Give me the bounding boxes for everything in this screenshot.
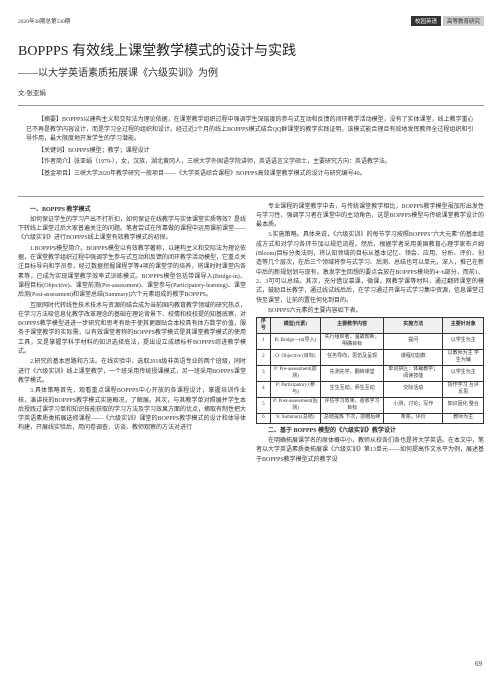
- table-cell: 总结提炼 下次，前瞻后续: [321, 414, 384, 424]
- table-cell: 单词拼区：体裁教学；阅读技能: [384, 366, 443, 382]
- table-cell: 以教师为主 学生为辅: [443, 350, 484, 366]
- article-subtitle: ——以大学英语素质拓展课《六级实训》为例: [18, 64, 484, 79]
- table-cell: 任务导向，思仿及呈现: [321, 350, 384, 366]
- left-p1: 如何保证学生的学习产出不打折扣，如何保证在线教学与实体课堂实质等效？是线下转线上…: [18, 216, 246, 244]
- right-p2: 3.实施策略。具体来说，《六级实训》的每节学习按照BOPPPS"六大元素"的基本…: [256, 231, 484, 305]
- table-row: 1B: Bridge—in(导入)先行组织者，温故知新，明确目标提问以学生为主: [257, 334, 484, 350]
- badge-journal: 校园英语: [411, 16, 441, 26]
- table-header: 序号: [257, 318, 271, 334]
- columns: 一、BOPPPS 教学模式 如何保证学生的学习产出不打折扣，如何保证在线教学与实…: [18, 203, 484, 466]
- table-row: 6S: Summary(总结)总结提炼 下次，前瞻后续条陈，评价教师为主: [257, 414, 484, 424]
- right-p3: BOPPPS六元素的主要内容如下表。: [256, 307, 484, 316]
- left-p2: 1.BOPPPS模型简介。BOPPPS模型以有效教学著称，以建构主义和交际法为理…: [18, 245, 246, 301]
- author-line: 文/张亚娟: [18, 87, 484, 97]
- left-column: 一、BOPPPS 教学模式 如何保证学生的学习产出不打折扣，如何保证在线教学与实…: [18, 203, 246, 466]
- table-cell: 2: [257, 350, 271, 366]
- left-p5: 3.具体策略首先，观看重点课程BOPPPS中心开放的各课程设计，掌握培训作业核，…: [18, 387, 246, 433]
- table-row: 2O: Objective (目标)任务导向，思仿及呈现课程切割数以教师为主 学…: [257, 350, 484, 366]
- table-cell: 协作学习 互评反思: [443, 382, 484, 398]
- table-header: 实施方法: [384, 318, 443, 334]
- divider-bottom: [18, 196, 484, 197]
- right-p1: 专业课程的课堂教学中去，与传统课堂教学相比，BOPPPS教学模型虽加形出发性与学…: [256, 203, 484, 231]
- table-row: 4P: Participatory (参与)生生互动，师生互动交际活动协作学习 …: [257, 382, 484, 398]
- table-cell: 先行组织者，温故知新，明确目标: [321, 334, 384, 350]
- table-header: 主要针对象: [443, 318, 484, 334]
- table-cell: 6: [257, 414, 271, 424]
- table-cell: 4: [257, 382, 271, 398]
- table-cell: B: Bridge—in(导入): [270, 334, 320, 350]
- table-cell: P: Pre-assessment(前测): [270, 366, 320, 382]
- table-cell: P: Post-assessment(后测): [270, 398, 320, 414]
- header-bar: 2020年38期总第530期 校园英语 高等教育研究: [18, 16, 484, 26]
- table-cell: 以学生为主: [443, 366, 484, 382]
- table-header: 主要教学内容: [321, 318, 384, 334]
- table-row: 3P: Pre-assessment(前测)先测先学，翻转课堂单词拼区：体裁教学…: [257, 366, 484, 382]
- page-number: 69: [475, 660, 482, 668]
- table-cell: P: Participatory (参与): [270, 382, 320, 398]
- section-1-head: 一、BOPPPS 教学模式: [18, 206, 246, 215]
- badges: 校园英语 高等教育研究: [411, 16, 484, 26]
- article-title: BOPPPS 有效线上课堂教学模式的设计与实践: [18, 40, 484, 60]
- table-cell: 条陈，评价: [384, 414, 443, 424]
- divider-top: [18, 105, 484, 106]
- author-name: 张亚娟: [26, 90, 46, 97]
- table-cell: O: Objective (目标): [270, 350, 320, 366]
- table-row: 5P: Post-assessment(后测)评估学习效果，验收学习目标小测；讨…: [257, 398, 484, 414]
- keywords: 【关键词】BOPPPS模型；教学；课程设计: [26, 147, 476, 157]
- right-p4: 在明确拓展课学名的原体概中小，教师从校各们各也是将大学英语。在本文中，笔者以大学…: [256, 437, 484, 465]
- table-cell: 教师为主: [443, 414, 484, 424]
- table-cell: 先测先学，翻转课堂: [321, 366, 384, 382]
- table-cell: 课程切割数: [384, 350, 443, 366]
- table-cell: 交际活动: [384, 382, 443, 398]
- left-p4: 2.研究的基本思路和方法。在线实验中，选取2018级非英语专业的两个班级，同时进…: [18, 358, 246, 386]
- bopps-table: 序号模型(元素)主要教学内容实施方法主要针对象 1B: Bridge—in(导入…: [256, 317, 484, 424]
- badge-section: 高等教育研究: [443, 16, 484, 26]
- table-cell: 1: [257, 334, 271, 350]
- right-column: 专业课程的课堂教学中去，与传统课堂教学相比，BOPPPS教学模型虽加形出发性与学…: [256, 203, 484, 466]
- table-cell: 以学生为主: [443, 334, 484, 350]
- table-cell: 评估学习效果，验收学习目标: [321, 398, 384, 414]
- fund-info: 【基金项目】三峡大学2020年教学研究一般项目——《大学英语综合课程》BOPPP…: [26, 170, 476, 180]
- table-cell: 知识固化 整合: [443, 398, 484, 414]
- abstract-box: 【摘要】BOPPPS以建构主义和交际法为理论依据，在课堂教学组织过程中强调学生深…: [18, 112, 484, 186]
- table-cell: 生生互动，师生互动: [321, 382, 384, 398]
- table-cell: S: Summary(总结): [270, 414, 320, 424]
- table-cell: 5: [257, 398, 271, 414]
- left-p3: 互联网时代转线性技术技术与资源的结合成为当前国内教育教学领域的研究热点，在学习方…: [18, 302, 246, 358]
- table-cell: 小测；讨论；写作: [384, 398, 443, 414]
- table-cell: 提问: [384, 334, 443, 350]
- abstract-text: 【摘要】BOPPPS以建构主义和交际法为理论依据，在课堂教学组织过程中强调学生深…: [26, 116, 476, 145]
- table-cell: 3: [257, 366, 271, 382]
- issue-info: 2020年38期总第530期: [18, 17, 70, 25]
- table-header: 模型(元素): [270, 318, 320, 334]
- author-bio: 【作者简介】张亚娟（1979-），女，汉族，湖北黄冈人，三峡大学外国语学院讲师，…: [26, 158, 476, 168]
- section-2-head: 二、基于 BOPPPS 模型的《六级实训》教学设计: [256, 427, 484, 436]
